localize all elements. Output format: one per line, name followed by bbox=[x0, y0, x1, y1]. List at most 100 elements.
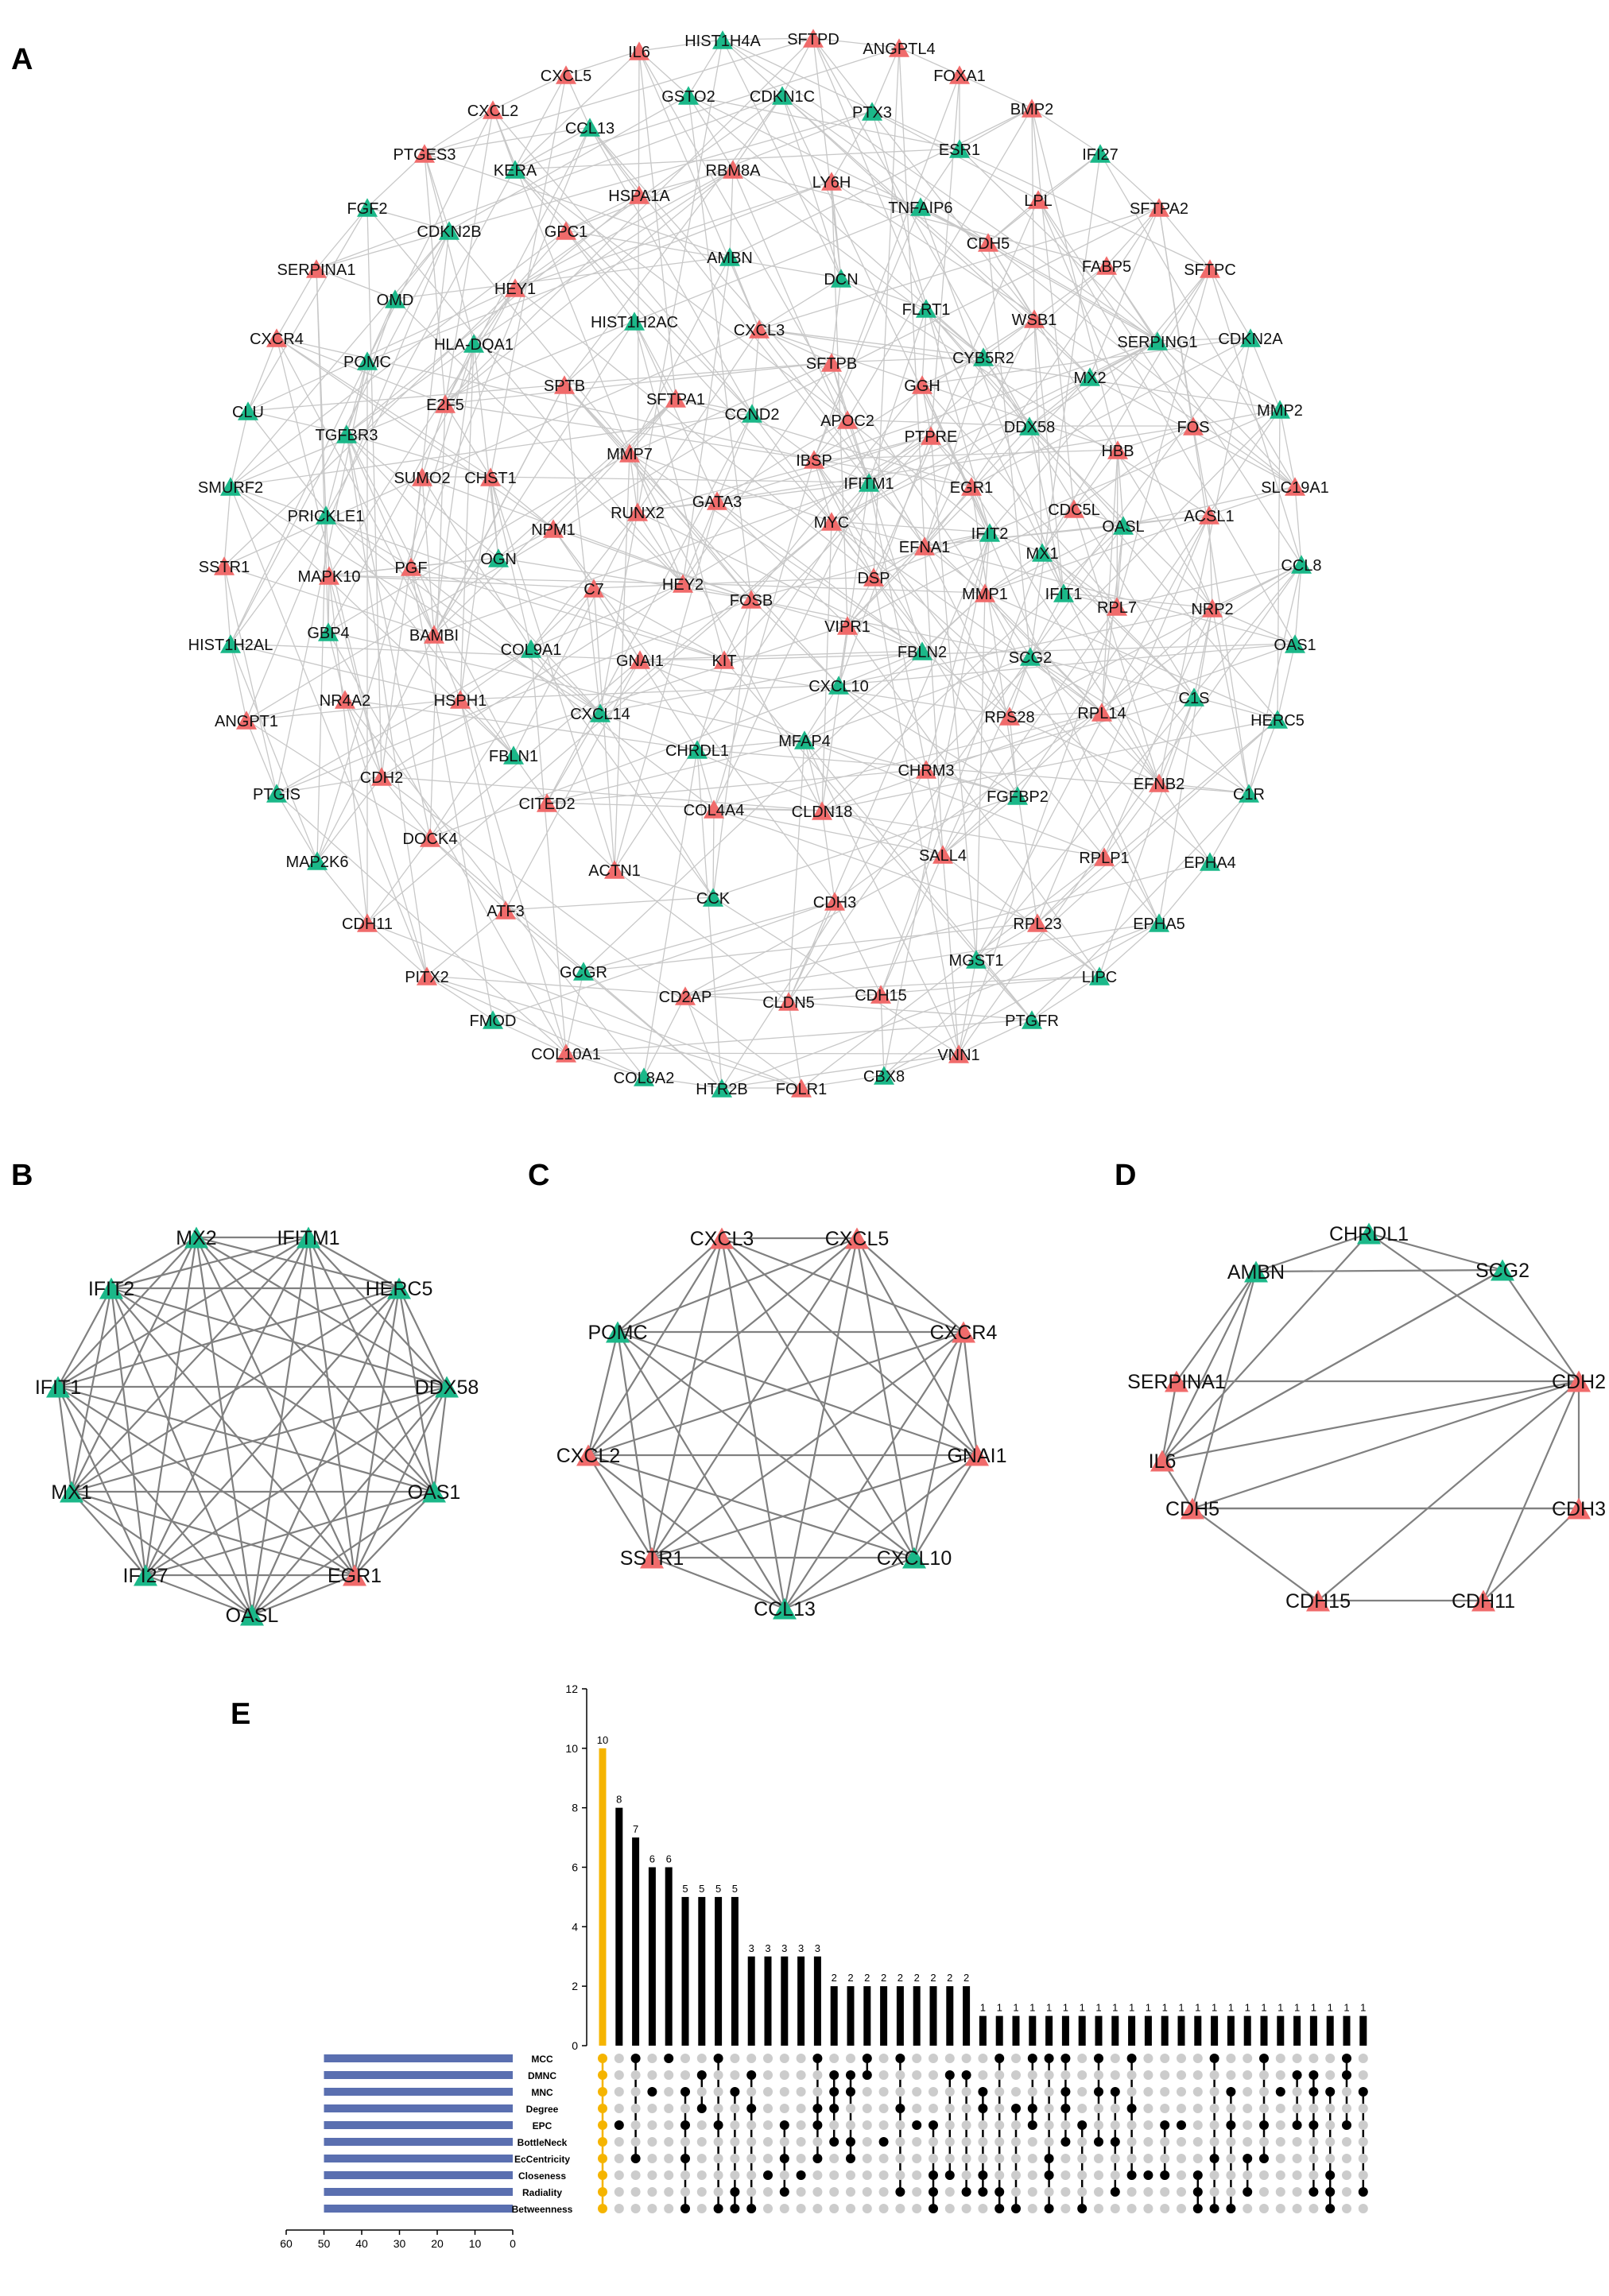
gene-label: CDH2 bbox=[360, 769, 403, 787]
gene-node: ESR1 bbox=[939, 139, 980, 159]
gene-label: PTX3 bbox=[852, 104, 892, 122]
gene-node: EGR1 bbox=[950, 477, 993, 497]
y-tick-label: 8 bbox=[572, 1802, 578, 1814]
matrix-dot-off bbox=[1011, 2054, 1021, 2063]
network-edge bbox=[634, 320, 677, 399]
gene-label: PTPRE bbox=[905, 428, 958, 446]
hub-gene-label: SSTR1 bbox=[620, 1547, 684, 1570]
network-edge bbox=[1294, 486, 1302, 565]
matrix-dot-off bbox=[895, 2154, 905, 2163]
matrix-dot-off bbox=[696, 2137, 707, 2147]
up-regulated-triangle-icon bbox=[1096, 256, 1117, 275]
matrix-dot-off bbox=[630, 2120, 641, 2130]
network-edge bbox=[1209, 268, 1302, 565]
network-edge bbox=[634, 320, 718, 501]
hub-node: CHRDL1 bbox=[1329, 1222, 1409, 1245]
matrix-dot-off bbox=[763, 2204, 773, 2213]
gene-node: VNN1 bbox=[937, 1044, 980, 1064]
gene-node: RPL7 bbox=[1097, 597, 1137, 617]
gene-node: NRP2 bbox=[1191, 598, 1234, 618]
gene-label: DDX58 bbox=[1004, 419, 1055, 436]
hub-gene-label: EGR1 bbox=[328, 1565, 382, 1587]
network-edge bbox=[638, 50, 677, 399]
matrix-dot-off bbox=[1077, 2170, 1088, 2180]
gene-node: FABP5 bbox=[1082, 256, 1131, 276]
matrix-dot-on bbox=[1060, 2087, 1071, 2097]
network-edge bbox=[514, 148, 960, 170]
hub-node: CXCL2 bbox=[556, 1444, 620, 1467]
gene-node: PTGES3 bbox=[394, 144, 456, 164]
network-edge bbox=[804, 656, 1031, 741]
gene-node: OASL bbox=[1102, 516, 1145, 536]
matrix-dot-on bbox=[846, 2070, 855, 2080]
hub-edge bbox=[110, 1287, 355, 1576]
hub-edge bbox=[71, 1490, 355, 1577]
y-tick-label: 0 bbox=[572, 2039, 578, 2052]
network-edge bbox=[883, 1053, 960, 1076]
up-regulated-triangle-icon bbox=[889, 38, 909, 57]
intersection-bar bbox=[599, 1748, 607, 2046]
gene-node: PTPRE bbox=[905, 426, 958, 446]
network-edge bbox=[813, 449, 1119, 460]
network-edge bbox=[589, 126, 753, 414]
matrix-dot-off bbox=[1243, 2087, 1253, 2097]
hub-node: CXCL5 bbox=[825, 1227, 889, 1250]
down-regulated-triangle-icon bbox=[483, 1010, 503, 1029]
matrix-dot-on bbox=[1309, 2187, 1319, 2197]
network-edge bbox=[716, 419, 848, 501]
down-regulated-triangle-icon bbox=[1007, 786, 1028, 805]
network-edge bbox=[930, 435, 1195, 698]
network-edge bbox=[546, 769, 927, 803]
matrix-dot-off bbox=[961, 2104, 971, 2113]
matrix-dot-on bbox=[630, 2054, 641, 2063]
network-edge bbox=[750, 598, 1031, 657]
up-regulated-triangle-icon bbox=[1202, 598, 1223, 618]
matrix-dot-off bbox=[1342, 2087, 1351, 2097]
network-edge bbox=[629, 362, 832, 454]
network-edge bbox=[989, 408, 1281, 533]
network-edge bbox=[813, 459, 874, 578]
up-regulated-triangle-icon bbox=[627, 502, 648, 521]
matrix-dot-off bbox=[994, 2070, 1005, 2080]
gene-label: MFAP4 bbox=[778, 733, 831, 750]
network-edge bbox=[942, 854, 1100, 977]
up-regulated-triangle-icon bbox=[480, 467, 501, 486]
y-tick-label: 12 bbox=[565, 1682, 578, 1695]
hub-node: MX2 bbox=[176, 1226, 217, 1249]
hub-edge bbox=[651, 1331, 964, 1558]
intersection-bar-label: 2 bbox=[947, 1972, 952, 1984]
network-edge bbox=[758, 328, 984, 358]
gene-label: ANGPTL4 bbox=[863, 41, 935, 58]
intersection-bar-label: 1 bbox=[1228, 2002, 1234, 2014]
set-size-tick-label: 0 bbox=[510, 2237, 516, 2250]
network-edge bbox=[682, 583, 752, 600]
gene-label: FGF2 bbox=[347, 200, 387, 218]
set-size-bar bbox=[324, 2205, 513, 2213]
network-edge bbox=[593, 587, 725, 660]
hub-edge bbox=[71, 1491, 253, 1616]
hub-edge bbox=[354, 1491, 435, 1576]
gene-node: RBM8A bbox=[706, 160, 761, 180]
matrix-dot-on bbox=[598, 2087, 607, 2097]
network-edge bbox=[883, 922, 1160, 1076]
intersection-bar-label: 1 bbox=[1029, 2002, 1035, 2014]
intersection-bar-label: 6 bbox=[649, 1853, 655, 1865]
network-edge bbox=[712, 795, 1018, 898]
hub-edge bbox=[110, 1236, 309, 1290]
matrix-dot-off bbox=[614, 2187, 624, 2197]
matrix-dot-off bbox=[664, 2204, 674, 2213]
matrix-dot-on bbox=[1325, 2087, 1336, 2097]
down-regulated-triangle-icon bbox=[357, 351, 378, 370]
intersection-bar bbox=[681, 1896, 689, 2046]
down-regulated-triangle-icon bbox=[220, 634, 241, 653]
matrix-dot-off bbox=[796, 2137, 806, 2147]
network-edge bbox=[804, 650, 923, 741]
network-edge bbox=[984, 592, 1160, 923]
matrix-dot-off bbox=[862, 2187, 872, 2197]
network-edge bbox=[426, 975, 645, 1078]
matrix-dot-off bbox=[978, 2054, 988, 2063]
matrix-dot-off bbox=[846, 2054, 855, 2063]
matrix-dot-off bbox=[1077, 2137, 1088, 2147]
matrix-dot-off bbox=[796, 2154, 806, 2163]
down-regulated-triangle-icon bbox=[828, 676, 849, 695]
